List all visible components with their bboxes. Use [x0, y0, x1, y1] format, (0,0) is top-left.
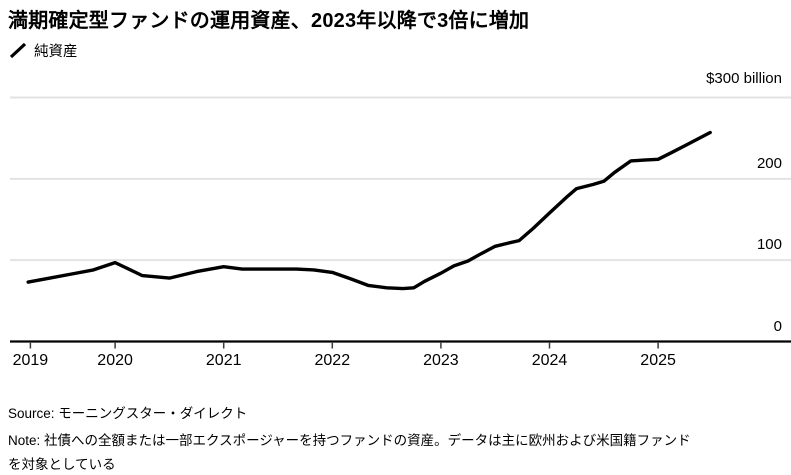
legend-label: 純資産 — [34, 44, 78, 60]
footer: Source: モーニングスター・ダイレクト Note: 社債への全額または一部… — [8, 404, 783, 475]
x-axis-label-2025: 2025 — [640, 352, 676, 369]
note-text-line1: Note: 社債への全額または一部エクスポージャーを持つファンドの資産。データは… — [8, 433, 691, 448]
source-text: Source: モーニングスター・ダイレクト — [8, 406, 248, 421]
line-series-icon — [9, 42, 27, 59]
note-text-line2: を対象としている — [8, 457, 116, 472]
x-axis-label-2019: 2019 — [12, 352, 49, 369]
y-axis-label-300: $300 billion — [706, 69, 782, 87]
x-axis-label-2023: 2023 — [423, 352, 459, 369]
y-axis-label-200: 200 — [756, 154, 782, 172]
page-title: 満期確定型ファンドの運用資産、2023年以降で3倍に増加 — [8, 10, 530, 32]
x-axis-label-2021: 2021 — [205, 352, 242, 369]
x-axis-label-2024: 2024 — [531, 352, 568, 369]
legend: 純資産 — [9, 40, 78, 61]
x-axis-label-2020: 2020 — [97, 352, 133, 369]
y-axis-label-0: 0 — [773, 317, 782, 335]
x-axis-label-2022: 2022 — [314, 352, 351, 369]
y-axis-label-100: 100 — [756, 236, 782, 254]
series-line-net-assets — [26, 130, 712, 291]
